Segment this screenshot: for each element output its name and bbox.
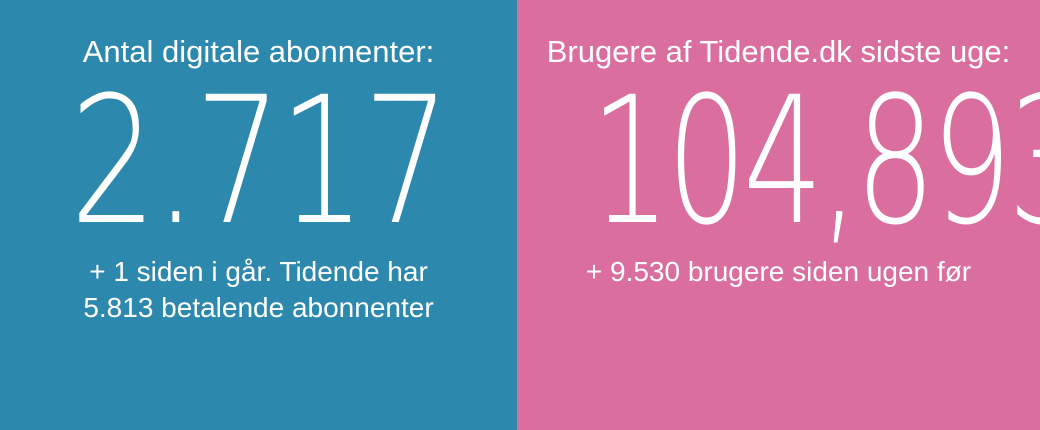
users-subtext-line1: + 9.530 brugere siden ugen før xyxy=(585,256,972,287)
subscribers-subtext-line2: 5.813 betalende abonnenter xyxy=(83,292,434,323)
users-subtext: + 9.530 brugere siden ugen før xyxy=(517,254,1040,290)
subscribers-subtext-line1: + 1 siden i går. Tidende har xyxy=(89,256,428,287)
users-label: Brugere af Tidende.dk sidste uge: xyxy=(546,34,1011,69)
subscribers-panel: Antal digitale abonnenter: 2.717 + 1 sid… xyxy=(0,0,517,430)
subscribers-count: 2.717 xyxy=(69,59,451,264)
subscribers-label: Antal digitale abonnenter: xyxy=(82,34,435,69)
users-count: 104,893 xyxy=(590,59,1040,264)
subscribers-subtext: + 1 siden i går. Tidende har 5.813 betal… xyxy=(0,254,517,326)
users-panel: Brugere af Tidende.dk sidste uge: 104,89… xyxy=(517,0,1040,430)
